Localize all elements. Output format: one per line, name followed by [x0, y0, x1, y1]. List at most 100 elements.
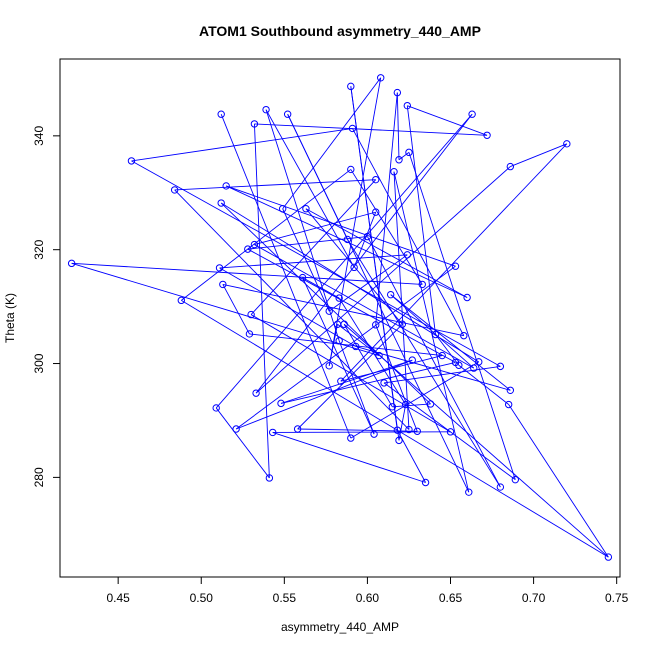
data-point	[352, 342, 360, 351]
data-point	[403, 101, 411, 110]
data-point	[245, 330, 254, 338]
data-point	[421, 478, 430, 487]
data-point	[395, 436, 403, 445]
data-point	[468, 110, 476, 118]
series-segment	[272, 431, 426, 483]
x-tick-label: 0.70	[522, 591, 546, 605]
data-point	[403, 251, 411, 259]
series-segment	[340, 355, 443, 382]
series-segment	[225, 185, 468, 298]
series-segment	[235, 265, 456, 430]
series-segment	[71, 262, 423, 285]
data-point	[380, 379, 388, 387]
series-segment	[328, 77, 382, 366]
data-point	[127, 157, 136, 165]
series-segment	[131, 128, 353, 162]
data-point	[438, 351, 446, 360]
data-point	[232, 425, 240, 433]
data-point	[250, 240, 259, 249]
series-segment	[350, 86, 398, 431]
data-point	[337, 377, 345, 385]
data-point	[325, 362, 333, 370]
data-point	[386, 290, 395, 299]
series-segment	[375, 324, 418, 432]
data-point	[604, 553, 613, 561]
series-segment	[398, 151, 410, 161]
data-point	[67, 259, 76, 268]
series-segment	[297, 323, 403, 430]
y-tick-label: 320	[32, 239, 46, 259]
data-point	[335, 294, 343, 302]
series-segment	[254, 211, 376, 246]
data-point	[340, 320, 348, 328]
data-point	[408, 356, 416, 364]
data-point	[293, 425, 302, 433]
series-segment	[253, 123, 270, 478]
series-segment	[254, 244, 474, 369]
series-segment	[215, 113, 473, 409]
x-tick-label: 0.55	[273, 591, 297, 605]
data-point	[463, 293, 471, 302]
x-tick-label: 0.60	[356, 591, 380, 605]
series-segment	[131, 160, 501, 367]
series-segment	[406, 105, 436, 335]
data-point	[277, 399, 285, 408]
data-point	[496, 362, 505, 371]
series-segment	[71, 262, 380, 357]
series-segment	[392, 403, 431, 408]
series-segment	[340, 143, 568, 382]
data-point	[375, 351, 383, 360]
data-point	[212, 404, 220, 412]
data-point	[370, 430, 378, 438]
data-point	[377, 74, 385, 82]
series-segment	[338, 297, 407, 405]
data-point	[262, 105, 270, 114]
series-segment	[393, 171, 470, 493]
data-point	[335, 337, 343, 345]
data-point	[405, 425, 413, 434]
data-point	[393, 88, 402, 97]
series-segment	[250, 179, 377, 315]
data-point	[347, 165, 355, 174]
series-segment	[250, 314, 451, 433]
series-segment	[383, 365, 501, 384]
data-point	[347, 82, 355, 91]
data-point	[217, 110, 225, 118]
series-segment	[247, 248, 456, 363]
series-segment	[280, 359, 413, 404]
series-segment	[174, 179, 376, 191]
data-point	[446, 428, 455, 436]
series-segment	[396, 92, 400, 160]
series-segment	[226, 185, 456, 267]
data-point	[363, 232, 372, 241]
data-point	[177, 296, 186, 305]
data-point	[278, 205, 287, 213]
data-point	[250, 120, 259, 128]
series-segment	[350, 169, 423, 285]
y-tick-label: 280	[32, 467, 46, 487]
data-point	[496, 483, 505, 491]
series-segment	[280, 361, 456, 404]
x-tick-label: 0.50	[190, 591, 214, 605]
series-segment	[383, 382, 516, 481]
series-segment	[282, 208, 330, 312]
series-segment	[407, 105, 488, 136]
series-segment	[510, 143, 567, 168]
data-point	[283, 110, 292, 118]
data-point	[431, 330, 440, 339]
data-point	[347, 434, 355, 442]
series-segment	[219, 267, 357, 347]
series-segment	[181, 169, 352, 301]
data-point	[222, 182, 230, 190]
data-point	[413, 427, 421, 435]
series-segment	[249, 333, 443, 357]
data-point	[465, 488, 473, 496]
series-layer	[67, 74, 613, 561]
series-segment	[508, 404, 609, 558]
data-point	[506, 386, 515, 394]
data-point	[252, 389, 260, 397]
data-point	[215, 264, 224, 272]
data-point	[325, 307, 333, 315]
data-point	[451, 262, 460, 270]
data-point	[426, 400, 435, 408]
